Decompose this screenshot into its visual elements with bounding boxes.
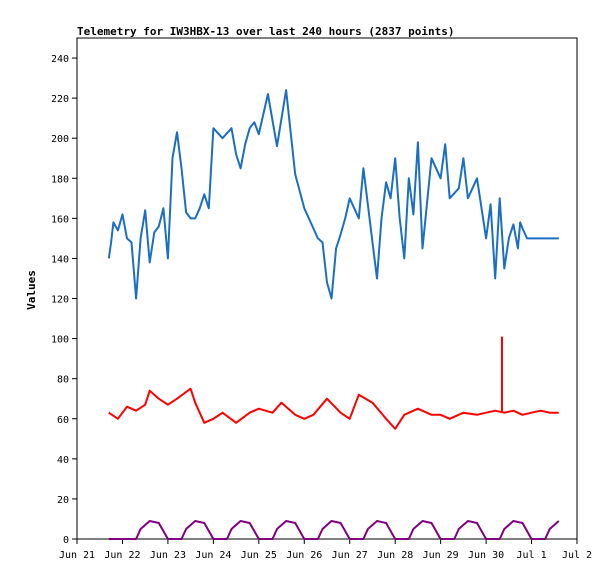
x-tick-label: Jun 28	[377, 550, 413, 561]
y-tick-label: 100	[51, 335, 69, 346]
x-tick-label: Jun 23	[150, 550, 186, 561]
x-tick-label: Jul 2	[562, 550, 592, 561]
x-tick-label: Jun 25	[241, 550, 277, 561]
y-tick-label: 140	[51, 254, 69, 265]
series-layer	[107, 89, 560, 540]
y-tick-label: 0	[63, 535, 69, 546]
y-tick-label: 220	[51, 94, 69, 105]
y-tick-label: 40	[57, 455, 69, 466]
x-tick-label: Jun 27	[332, 550, 368, 561]
x-tick-label: Jun 30	[468, 550, 504, 561]
series-line-2	[108, 387, 559, 430]
y-tick-label: 180	[51, 174, 69, 185]
plot-frame	[76, 37, 578, 540]
x-tick-label: Jun 22	[104, 550, 140, 561]
y-tick-label: 20	[57, 495, 69, 506]
x-tick-label: Jun 29	[423, 550, 459, 561]
y-axis-label: Values	[25, 270, 38, 310]
x-tick-label: Jun 21	[59, 550, 95, 561]
y-tick-label: 200	[51, 134, 69, 145]
series-line-3	[108, 520, 560, 540]
x-tick-label: Jun 26	[286, 550, 322, 561]
y-tick-label: 60	[57, 415, 69, 426]
chart-title: Telemetry for IW3HBX-13 over last 240 ho…	[77, 25, 455, 38]
y-tick-label: 80	[57, 375, 69, 386]
y-axis: 0 20 40 60 80 100 120 140 160 180 200 220 240	[51, 54, 77, 546]
y-tick-label: 240	[51, 54, 69, 65]
x-axis: Jun 21 Jun 22 Jun 23 Jun 24 Jun 25 Jun 26 Jun …	[59, 539, 592, 561]
y-tick-label: 160	[51, 214, 69, 225]
series-line-1	[107, 89, 559, 300]
x-tick-label: Jun 24	[195, 550, 231, 561]
x-tick-label: Jul 1	[516, 550, 546, 561]
y-tick-label: 120	[51, 295, 69, 306]
